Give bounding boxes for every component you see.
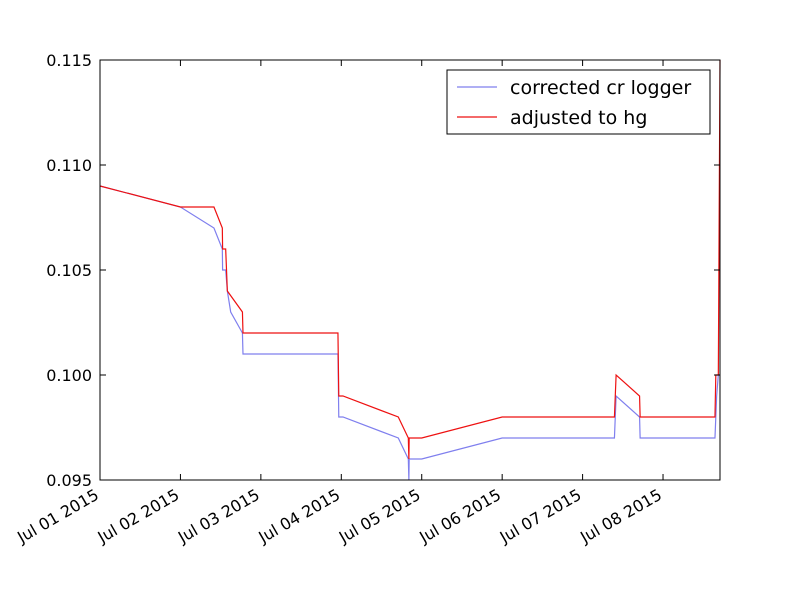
y-tick-label: 0.105	[46, 261, 92, 280]
legend-label-2: adjusted to hg	[510, 107, 647, 129]
y-tick-label: 0.110	[46, 156, 92, 175]
y-axis: 0.095 0.100 0.105 0.110 0.115	[46, 51, 720, 490]
legend: corrected cr logger adjusted to hg	[446, 69, 711, 135]
series-line-2	[99, 59, 721, 460]
series-line-1	[99, 185, 720, 481]
y-tick-label: 0.100	[46, 366, 92, 385]
y-tick-label: 0.115	[46, 51, 92, 70]
y-tick-label: 0.095	[46, 471, 92, 490]
legend-box	[446, 69, 711, 135]
series-layer	[99, 59, 721, 481]
legend-label-1: corrected cr logger	[510, 77, 691, 99]
